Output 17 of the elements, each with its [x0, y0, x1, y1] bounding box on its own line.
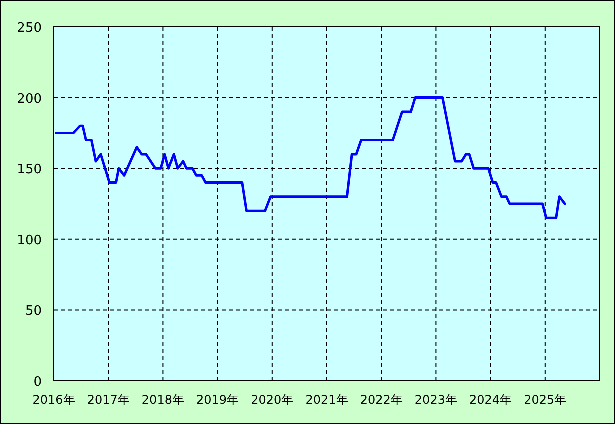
y-tick-label: 250: [17, 21, 42, 36]
x-tick-label: 2025年: [524, 393, 567, 407]
x-tick-label: 2021年: [306, 393, 348, 407]
x-tick-label: 2018年: [142, 393, 184, 407]
x-tick-label: 2023年: [414, 393, 458, 407]
x-tick-label: 2024年: [470, 393, 512, 407]
y-tick-label: 150: [17, 162, 42, 178]
line-series: [54, 96, 566, 220]
x-tick-label: 2019年: [196, 393, 240, 407]
y-tick-label: 50: [25, 304, 42, 320]
y-tick-label: 200: [17, 92, 42, 107]
x-tick-label: 2016年: [32, 393, 76, 407]
y-tick-label: 0: [34, 375, 42, 390]
x-tick-label: 2020年: [251, 393, 294, 407]
x-tick-label: 2017年: [87, 393, 130, 407]
x-tick-label: 2022年: [360, 393, 403, 407]
y-tick-label: 100: [17, 233, 42, 248]
